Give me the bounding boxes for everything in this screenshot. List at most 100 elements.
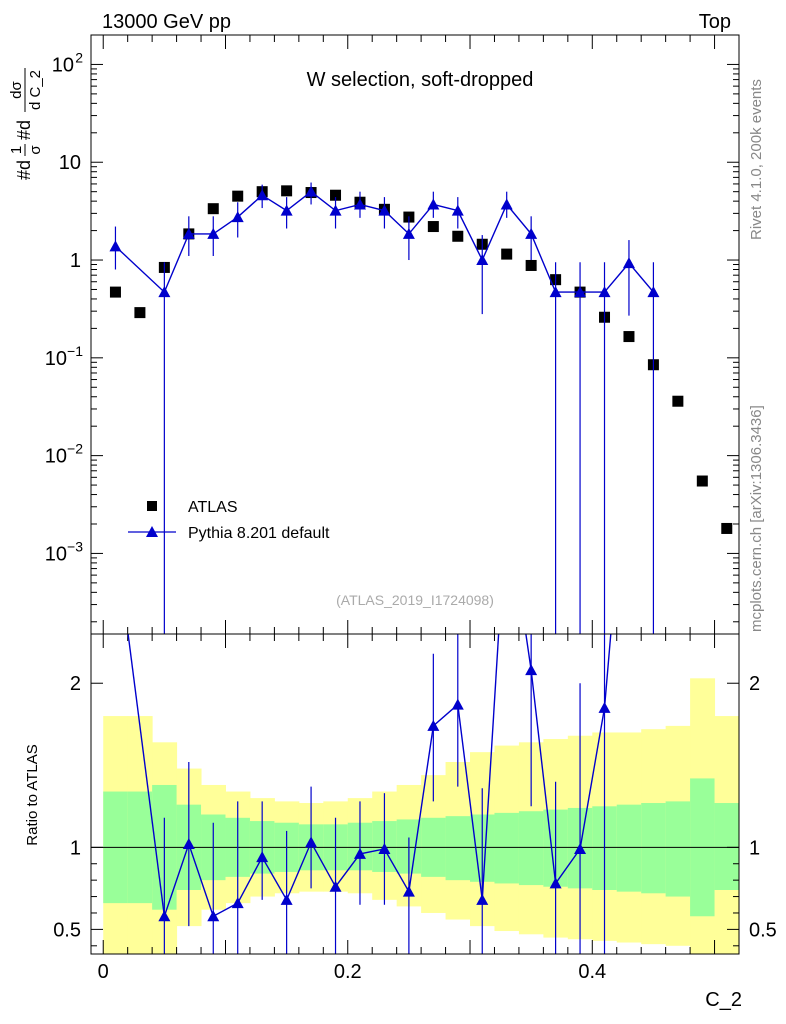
ratio-y-tick-label-left: 2	[70, 673, 81, 695]
ratio-point	[525, 664, 538, 676]
ratio-point	[476, 893, 489, 905]
legend-pythia-label: Pythia 8.201 default	[188, 525, 330, 542]
ylabel-part-4: #d	[14, 120, 34, 140]
ylabel-part-2: 1	[8, 146, 25, 154]
atlas-point	[672, 395, 684, 407]
mcplots-label: mcplots.cern.ch [arXiv:1306.3436]	[748, 405, 765, 632]
ratio-panel: 0.5 0.5 1 1 2 2 0 0.2 0.4 Ratio to ATLAS C_2	[24, 633, 777, 1011]
ratio-point	[182, 838, 195, 850]
atlas-point	[452, 230, 464, 242]
legend-pythia-marker	[146, 526, 158, 537]
main-y-label: #d 1 σ #d dσ d C_2	[8, 68, 44, 180]
ratio-x-tick-label: 0.2	[334, 961, 362, 983]
ratio-point	[549, 877, 562, 889]
ratio-y-tick-label-right: 0.5	[749, 919, 777, 941]
main-y-tick-label: 1	[70, 250, 81, 272]
pythia-point	[476, 254, 489, 266]
ratio-point	[256, 851, 269, 863]
pythia-line	[114, 190, 654, 294]
main-y-tick-exp: 2	[75, 49, 83, 65]
atlas-point	[330, 189, 342, 201]
ylabel-part-5: dσ	[8, 80, 25, 98]
ratio-point	[280, 893, 293, 905]
ylabel-part-1: #d	[14, 160, 34, 180]
main-title: W selection, soft-dropped	[307, 69, 534, 91]
ylabel-part-3: σ	[27, 145, 44, 155]
ratio-point	[329, 880, 342, 892]
ratio-green-band	[665, 801, 691, 897]
analysis-id: (ATLAS_2019_I1724098)	[336, 592, 494, 608]
ratio-green-band	[616, 804, 642, 892]
atlas-point	[207, 203, 219, 215]
ratio-x-tick-label: 0	[98, 961, 109, 983]
pythia-point	[231, 211, 244, 223]
ratio-green-band	[518, 811, 544, 886]
pythia-point	[402, 227, 415, 239]
main-y-tick-label: 10	[45, 543, 67, 565]
ratio-y-label: Ratio to ATLAS	[24, 744, 41, 845]
pythia-point	[158, 286, 171, 298]
atlas-point	[721, 522, 733, 534]
ratio-point	[305, 836, 318, 848]
pythia-point	[329, 204, 342, 216]
ratio-y-tick-label-right: 1	[749, 837, 760, 859]
rivet-label: Rivet 4.1.0, 200k events	[748, 79, 765, 240]
ratio-green-band	[714, 803, 739, 890]
ratio-point	[402, 885, 415, 897]
legend-atlas-marker	[147, 501, 157, 511]
pythia-point	[182, 227, 195, 239]
pythia-point	[256, 189, 269, 201]
main-y-tick-label: 10	[52, 54, 74, 76]
main-frame	[90, 34, 740, 635]
atlas-point	[501, 248, 513, 260]
legend-atlas-label: ATLAS	[188, 499, 238, 516]
ratio-overflow-segment	[603, 634, 612, 708]
pythia-point	[280, 204, 293, 216]
atlas-point	[525, 259, 537, 271]
ratio-green-band	[445, 816, 471, 881]
main-y-tick-label: 10	[45, 446, 67, 468]
pythia-point	[378, 204, 391, 216]
pythia-point	[451, 204, 464, 216]
ratio-point	[207, 910, 220, 922]
ratio-point	[378, 842, 391, 854]
atlas-point	[232, 190, 244, 202]
main-y-tick-exp: −1	[67, 343, 83, 359]
ratio-y-tick-label-right: 2	[749, 673, 760, 695]
atlas-point	[109, 286, 121, 298]
ratio-point	[451, 698, 464, 710]
ratio-point	[353, 847, 366, 859]
ratio-y-tick-label-left: 1	[70, 837, 81, 859]
ratio-overflow-segment	[525, 634, 532, 671]
x-axis-label: C_2	[705, 989, 742, 1011]
atlas-point	[696, 475, 708, 487]
pythia-point	[427, 198, 440, 210]
atlas-point	[427, 221, 439, 233]
ratio-ticks: 0.5 0.5 1 1 2 2 0 0.2 0.4	[53, 634, 777, 983]
ratio-green-band	[641, 803, 667, 894]
pythia-point	[109, 240, 122, 252]
ratio-point	[598, 701, 611, 713]
ylabel-part-6: d C_2	[27, 70, 44, 110]
ratio-line	[530, 670, 606, 886]
atlas-point	[134, 307, 146, 319]
ratio-point	[158, 910, 171, 922]
pythia-point	[305, 185, 318, 197]
main-y-tick-exp: −3	[67, 538, 83, 554]
energy-label: 13000 GeV pp	[102, 11, 231, 33]
atlas-point	[281, 185, 293, 197]
pythia-point	[525, 227, 538, 239]
main-y-tick-exp: −2	[67, 441, 83, 457]
process-label: Top	[699, 11, 731, 33]
pythia-point	[549, 286, 562, 298]
ratio-frame	[90, 633, 740, 955]
ratio-overflow-segment	[481, 634, 500, 900]
ratio-x-tick-label: 0.4	[578, 961, 606, 983]
ratio-point	[574, 842, 587, 854]
pythia-point	[622, 257, 635, 269]
legend: ATLAS Pythia 8.201 default	[128, 499, 330, 542]
ratio-y-tick-label-left: 0.5	[53, 919, 81, 941]
